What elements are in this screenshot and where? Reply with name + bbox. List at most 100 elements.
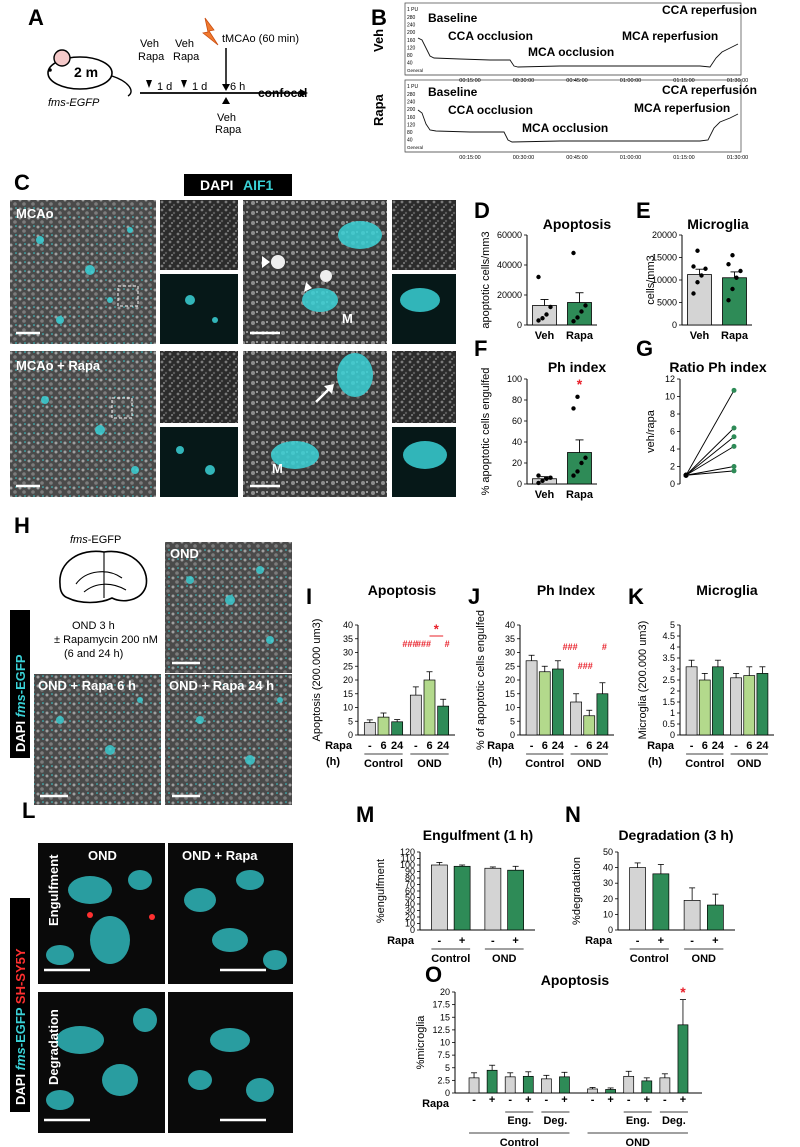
chart-G-ytick-label: 2 — [670, 462, 675, 472]
panel-c: DAPI AIF1 M M MCAo — [10, 174, 456, 497]
trace-veh-ytick: 40 — [407, 61, 413, 67]
trace-rapa-ytick: 280 — [407, 92, 416, 98]
chart-K-xtick-label: 24 — [712, 740, 725, 752]
chart-K-group-label: Control — [685, 758, 724, 770]
chart-M-ytick-label: 60 — [405, 886, 415, 896]
chart-I-title: Apoptosis — [368, 582, 437, 598]
panel-l: OND OND + Rapa Engulfment Degradation DA… — [10, 843, 293, 1133]
chart-K-ytick-label: 2.5 — [662, 675, 675, 685]
chart-E-ylabel: cells/mm3 — [645, 255, 657, 305]
trace-veh-ytick: 120 — [407, 45, 416, 51]
chart-F-significance: * — [577, 376, 583, 392]
trace-veh-box — [404, 2, 742, 76]
chart-O-xtick-label: - — [472, 1094, 476, 1106]
chart-K-xtick-label: - — [690, 740, 694, 752]
chart-O-xtick-label: - — [663, 1094, 667, 1106]
chart-E-point — [726, 262, 731, 267]
trace-veh-ytick: 80 — [407, 53, 413, 59]
chart-K-ytick-label: 4 — [670, 642, 675, 652]
chart-I-xtick-label: - — [414, 740, 418, 752]
chart-G-ytick-label: 12 — [665, 374, 675, 384]
trace-rapa-unit: 1 PU — [407, 84, 419, 90]
rapa-event-mca-reperfusion: MCA reperfusion — [634, 101, 730, 115]
chart-I-xlabel: Rapa — [325, 740, 353, 752]
chart-M-xtick-label: + — [459, 935, 465, 947]
side-label-box — [10, 898, 30, 1112]
panel-letter-k: K — [628, 584, 644, 609]
trace-veh-line — [417, 37, 739, 68]
rapa-event-baseline: Baseline — [428, 85, 478, 99]
chart-E-ytick-label: 20000 — [652, 230, 677, 240]
chart-G-point — [731, 464, 737, 469]
side-label-box — [10, 610, 30, 758]
mouse-icon — [47, 49, 132, 97]
panel-letter-n: N — [565, 802, 581, 827]
image-label-ond-rapa-6h: OND + Rapa 6 h — [38, 678, 136, 693]
chart-I-bar — [377, 716, 390, 736]
chart-N-ytick-label: 20 — [603, 894, 613, 904]
arrowhead-1 — [262, 256, 270, 268]
mouse-age: 2 m — [74, 64, 98, 80]
chart-O-ytick-label: 0 — [445, 1088, 450, 1098]
chart-J-bar — [596, 693, 609, 736]
image-rapa-dapi-small — [160, 351, 238, 423]
chart-F-xtick-label: Rapa — [566, 489, 594, 501]
chart-E-xtick-label: Rapa — [721, 330, 749, 342]
chart-O-subgroup-label: Eng. — [626, 1115, 650, 1127]
chart-G-ytick-label: 6 — [670, 427, 675, 437]
chart-E-xtick-label: Veh — [690, 330, 710, 342]
trace-rapa-ytick: 80 — [407, 130, 413, 136]
side-label: DAPI fms-EGFP — [13, 654, 28, 752]
chart-K-bar — [685, 666, 698, 736]
panel-letter-l: L — [22, 798, 35, 823]
chart-J-title: Ph Index — [537, 582, 596, 598]
microglia-cells — [46, 870, 287, 1110]
trace-veh-xtick: 01:15:00 — [673, 78, 694, 84]
image-ond-rapa-degradation — [168, 992, 293, 1133]
chart-I-sig: ### — [416, 639, 431, 649]
chart-J-bar — [525, 660, 538, 736]
chart-G-ytick-label: 10 — [665, 392, 675, 402]
chart-D-ytick-label: 20000 — [497, 290, 522, 300]
image-ond-rapa-24h — [165, 674, 292, 805]
chart-F-point — [583, 455, 588, 460]
chart-E-point — [730, 286, 735, 292]
image-mcao-aif1-small — [160, 274, 238, 344]
trace-rapa-label: Rapa — [371, 93, 386, 126]
chart-F-point — [536, 473, 541, 478]
chart-O-ytick-label: 7.5 — [437, 1050, 450, 1060]
trace-veh-xtick: 00:30:00 — [513, 78, 534, 84]
chart-O-ytick-label: 20 — [440, 987, 450, 997]
step3-rapa: Rapa — [215, 124, 242, 136]
chart-J-group-label: OND — [577, 758, 602, 770]
chart-M-ytick-label: 40 — [405, 899, 415, 909]
chart-M-ytick-label: 100 — [400, 860, 415, 870]
protocol-line-3: (6 and 24 h) — [64, 648, 123, 660]
chart-K-bar — [743, 675, 756, 736]
microglia-signal — [36, 221, 447, 475]
chart-G-ytick-label: 0 — [670, 479, 675, 489]
chart-G-title: Ratio Ph index — [669, 359, 766, 375]
panel-letter-c: C — [14, 170, 30, 195]
chart-J-xtick-label: - — [574, 740, 578, 752]
chart-D-point — [544, 312, 549, 317]
chart-J-ytick-label: 20 — [505, 675, 515, 685]
image-mcao-dapi-small — [160, 200, 238, 270]
chart-D-point — [575, 315, 580, 320]
chart-M-group-label: Control — [431, 953, 470, 965]
row-label-mcao-rapa: MCAo + Rapa — [16, 358, 101, 373]
trace-rapa-xtick: 01:00:00 — [620, 155, 641, 161]
chart-O-ytick-label: 5 — [445, 1063, 450, 1073]
side-label: DAPI fms-EGFP SH-SY5Y — [13, 948, 28, 1105]
chart-F-point — [540, 478, 545, 484]
veh-event-mca-reperfusion: MCA reperfusion — [622, 29, 718, 43]
rapa-event-mca-occlusion: MCA occlusion — [522, 121, 608, 135]
chart-K-ytick-label: 2 — [670, 686, 675, 696]
chart-K-ytick-label: 1 — [670, 708, 675, 718]
chart-D-point — [571, 250, 576, 256]
chart-I-xtick-label: 6 — [380, 740, 386, 752]
panel-letter-o: O — [425, 962, 442, 987]
trace-rapa-xtick: 00:45:00 — [566, 155, 587, 161]
interval-1: 1 d — [157, 81, 172, 93]
